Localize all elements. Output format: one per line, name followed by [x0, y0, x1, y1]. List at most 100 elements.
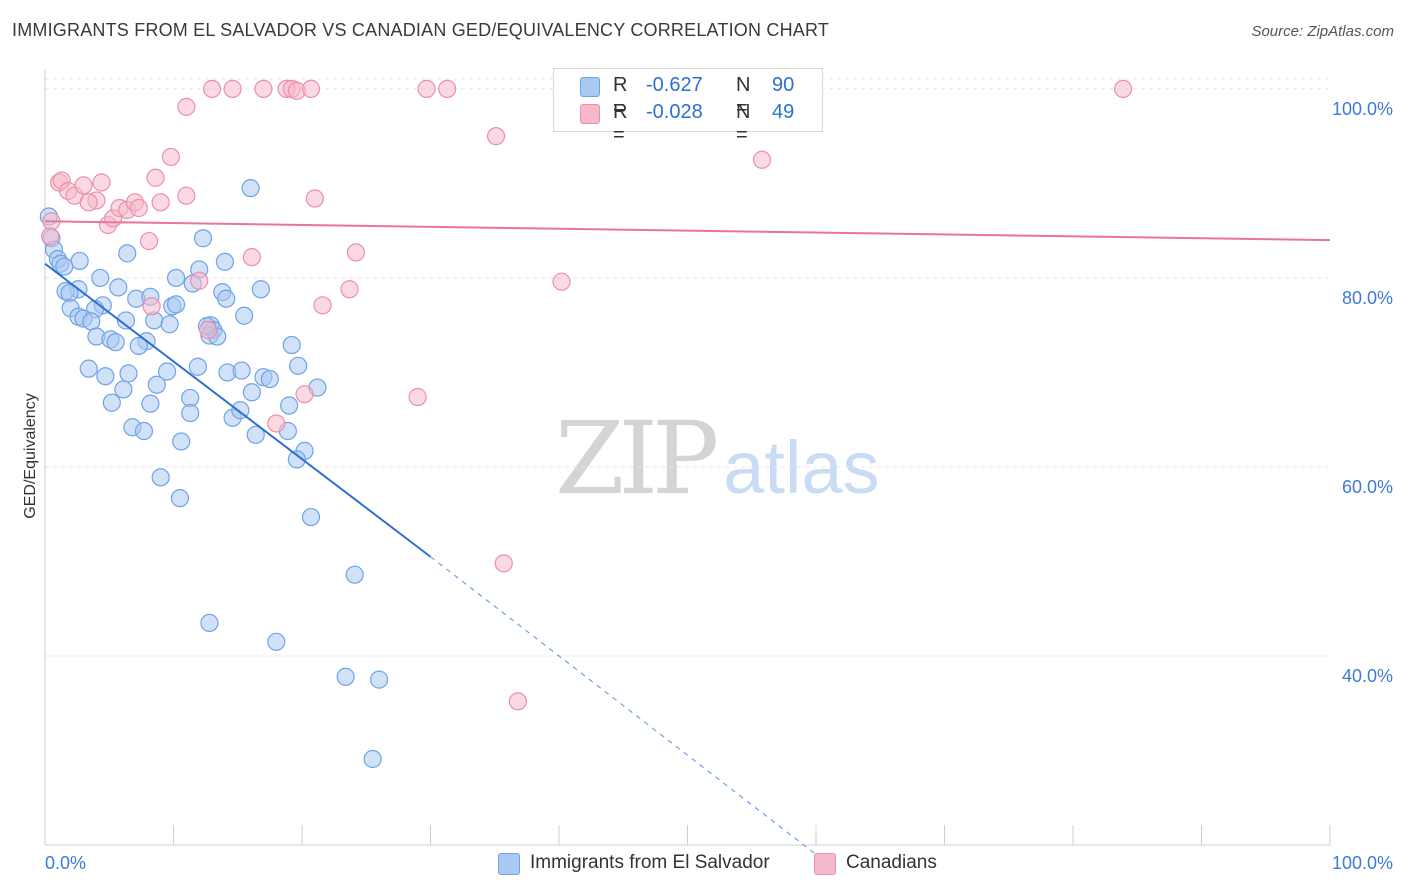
point-canadians [41, 227, 60, 246]
point-canadians [340, 280, 359, 299]
legend-r-label: R = [613, 101, 628, 146]
point-canadians [313, 296, 332, 315]
source-label: Source: ZipAtlas.com [1251, 23, 1394, 40]
point-canadians [151, 193, 170, 212]
legend-r-value: -0.627 [646, 74, 703, 96]
point-canadians [242, 248, 261, 267]
point-el-salvador [160, 315, 179, 334]
point-canadians [177, 97, 196, 116]
point-el-salvador [336, 667, 355, 686]
point-el-salvador [170, 489, 190, 508]
watermark-atlas: atlas [723, 426, 880, 509]
point-el-salvador [188, 357, 208, 376]
watermark-zip: ZIP [555, 400, 719, 517]
point-el-salvador [119, 364, 138, 383]
point-el-salvador [181, 388, 200, 408]
point-canadians [74, 176, 93, 195]
point-el-salvador [79, 359, 98, 378]
legend-n-value: 49 [772, 101, 795, 123]
point-canadians [92, 173, 111, 192]
point-el-salvador [109, 278, 128, 297]
point-el-salvador [242, 383, 261, 402]
point-canadians [305, 189, 324, 208]
trend-line-canadians [44, 220, 1331, 242]
point-el-salvador [141, 394, 160, 413]
point-el-salvador [193, 229, 213, 248]
point-canadians [494, 554, 513, 573]
bottom-legend-swatch-el-salvador [498, 853, 520, 875]
bottom-legend-swatch-canadians [814, 853, 836, 875]
point-el-salvador [217, 289, 236, 308]
point-el-salvador [55, 257, 74, 276]
legend-n-label: N = [736, 101, 751, 146]
point-el-salvador [157, 362, 177, 381]
point-canadians [417, 79, 436, 99]
trend-line-el-salvador [44, 262, 432, 558]
point-el-salvador [241, 179, 260, 198]
point-canadians [142, 297, 161, 316]
watermark: ZIP atlas [555, 400, 880, 517]
point-canadians [146, 168, 165, 187]
point-canadians [486, 127, 506, 146]
legend-r-value: -0.028 [646, 101, 703, 123]
point-el-salvador [114, 380, 133, 399]
point-canadians [129, 198, 148, 218]
point-canadians [254, 79, 273, 99]
point-canadians [177, 186, 196, 205]
x-tick-label: 0.0% [45, 853, 86, 873]
point-el-salvador [287, 450, 306, 469]
legend-r-label: R = [613, 74, 628, 119]
point-canadians [301, 79, 321, 99]
point-el-salvador [200, 613, 219, 632]
point-el-salvador [181, 403, 200, 423]
point-canadians [199, 320, 218, 340]
point-el-salvador [102, 393, 121, 412]
point-el-salvador [116, 311, 136, 330]
point-el-salvador [70, 251, 89, 271]
legend-n-label: N = [736, 74, 751, 119]
x-tick-label: 100.0% [1332, 853, 1393, 873]
point-el-salvador [118, 244, 137, 263]
point-el-salvador [363, 749, 382, 769]
point-el-salvador [166, 268, 186, 288]
point-canadians [552, 272, 571, 291]
point-el-salvador [96, 367, 115, 386]
point-canadians [408, 387, 427, 407]
y-tick-label: 80.0% [1342, 288, 1393, 308]
point-canadians [438, 79, 457, 99]
point-canadians [139, 231, 159, 251]
point-canadians [190, 271, 209, 290]
y-tick-label: 60.0% [1342, 477, 1393, 497]
point-canadians [752, 150, 772, 169]
point-el-salvador [246, 425, 265, 444]
point-canadians [1114, 79, 1133, 99]
legend-n-value: 90 [772, 74, 795, 96]
point-el-salvador [134, 421, 154, 441]
point-el-salvador [280, 396, 299, 415]
point-el-salvador [282, 335, 301, 355]
point-el-salvador [172, 432, 191, 451]
point-canadians [295, 385, 314, 404]
stats-legend: R = -0.627 N = 90 R = -0.028 N = 49 [553, 68, 823, 146]
point-canadians [79, 193, 98, 212]
y-axis-label: GED/Equivalency [22, 393, 39, 519]
point-el-salvador [260, 369, 279, 389]
point-el-salvador [82, 312, 101, 331]
point-el-salvador [147, 375, 166, 394]
point-el-salvador [129, 336, 148, 356]
point-el-salvador [151, 468, 170, 487]
point-canadians [346, 243, 366, 262]
point-el-salvador [289, 356, 308, 375]
point-el-salvador [106, 333, 125, 352]
point-canadians [161, 147, 181, 167]
chart-title: IMMIGRANTS FROM EL SALVADOR VS CANADIAN … [12, 20, 830, 40]
point-el-salvador [267, 632, 286, 651]
point-canadians [223, 79, 242, 99]
legend-swatch-el-salvador [580, 77, 600, 97]
point-el-salvador [301, 507, 321, 527]
point-el-salvador [345, 565, 364, 584]
legend-swatch-canadians [580, 104, 600, 124]
point-canadians [267, 414, 286, 433]
y-tick-label: 40.0% [1342, 666, 1393, 686]
y-tick-label: 100.0% [1332, 99, 1393, 119]
